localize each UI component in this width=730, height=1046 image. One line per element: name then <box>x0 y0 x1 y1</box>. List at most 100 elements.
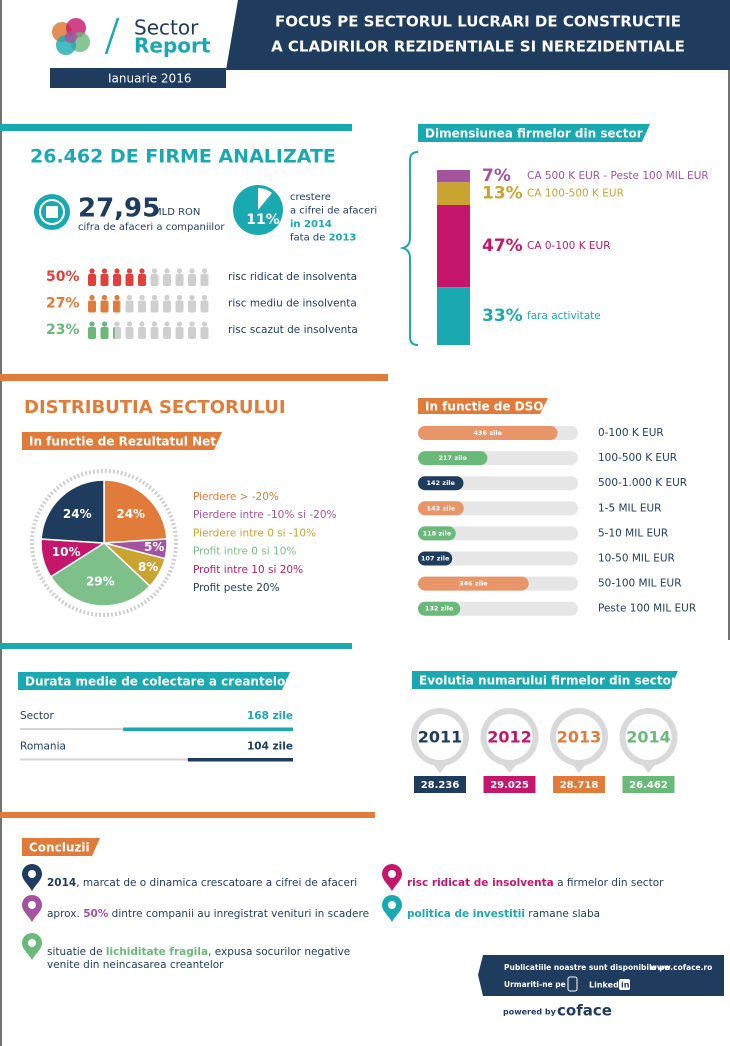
pie-label: 24% <box>63 507 92 521</box>
pie-label: 5% <box>144 540 164 554</box>
linkedin-icon[interactable] <box>619 979 630 990</box>
section-rule <box>0 643 352 649</box>
text-part: , expusa socurilor negative <box>208 946 350 958</box>
pin-hole <box>28 870 36 878</box>
dso-bar <box>418 476 464 491</box>
legend-label: Pierdere intre -10% si -20% <box>193 509 337 521</box>
value-box <box>414 776 466 793</box>
dso-bar <box>418 576 529 591</box>
rich-text: risc ridicat de insolventa a firmelor di… <box>407 877 664 889</box>
dso-value: 346 zile <box>459 580 488 588</box>
risk-icons <box>88 268 146 286</box>
pie-label: 29% <box>86 574 115 588</box>
linkedin-icon-text[interactable]: in <box>621 981 630 990</box>
risk-label: risc mediu de insolventa <box>228 298 357 310</box>
footer-text: Urmariti-ne pe <box>504 980 566 989</box>
collection-category: Romania <box>20 741 66 753</box>
size-label: CA 0-100 K EUR <box>527 240 611 252</box>
legend-label: Pierdere intre 0 si -10% <box>193 527 316 539</box>
logo-text: Report <box>134 34 211 58</box>
legend-label: Pierdere > -20% <box>193 491 279 503</box>
firm-count: 26.462 <box>629 780 668 791</box>
risk-label: risc scazut de insolventa <box>228 324 358 336</box>
dso-value: 118 zile <box>423 529 452 537</box>
pie-ring <box>30 469 178 617</box>
size-segment <box>437 287 470 345</box>
text-part: 2013 <box>329 233 357 244</box>
section-banner-title: Concluzii <box>29 841 90 855</box>
growth-value: 11% <box>246 212 280 228</box>
dso-bar <box>418 426 558 440</box>
value-box <box>553 776 605 793</box>
year-circle <box>625 714 672 760</box>
size-segment <box>437 182 470 205</box>
legend-label: Profit peste 20% <box>193 582 280 594</box>
footer-link[interactable]: www.coface.ro <box>650 963 712 972</box>
year-circle <box>486 714 533 760</box>
risk-label: risc ridicat de insolventa <box>228 271 357 283</box>
brace <box>399 151 419 346</box>
rich-text: fata de 2013 <box>290 233 356 244</box>
text-part: , marcat de o dinamica crescatoare a cif… <box>76 877 357 889</box>
footer-box <box>478 955 724 996</box>
growth-wedge <box>258 188 273 210</box>
year: 2014 <box>626 728 671 747</box>
title: A CLADIRILOR REZIDENTIALE SI NEREZIDENTI… <box>271 38 685 56</box>
size-value: 7% <box>482 166 511 186</box>
footer-linkedin[interactable]: Linked <box>589 981 619 990</box>
dso-value: 107 zile <box>421 555 450 563</box>
rich-text: a cifrei de afaceri <box>290 206 377 217</box>
section-banner <box>22 432 222 450</box>
pie-slice <box>40 479 105 544</box>
text-part: dintre companii au inregistrat venituri … <box>108 908 369 920</box>
date-bar <box>50 68 226 88</box>
dso-category: 50-100 MIL EUR <box>598 578 682 590</box>
text-part: crestere <box>290 192 331 203</box>
section-banner <box>412 671 678 689</box>
turnover-label: cifra de afaceri a companiilor <box>78 222 225 233</box>
facebook-icon[interactable] <box>567 976 578 992</box>
collection-bar <box>187 758 293 762</box>
size-label: fara activitate <box>527 310 601 322</box>
dso-category: 100-500 K EUR <box>598 452 677 464</box>
pie-label: 24% <box>116 507 145 521</box>
text-part: risc ridicat de insolventa <box>407 877 554 889</box>
dso-value: 436 zile <box>474 429 503 437</box>
text-part: a firmelor din sector <box>554 877 664 889</box>
risk-icons <box>88 321 115 339</box>
rich-text: 2014, marcat de o dinamica crescatoare a… <box>47 877 357 889</box>
dso-category: 10-50 MIL EUR <box>598 553 675 565</box>
text-part: 50% <box>83 908 109 920</box>
size-label: CA 500 K EUR - Peste 100 MIL EUR <box>527 170 709 182</box>
rich-text: in 2014 <box>290 219 332 230</box>
text-part: lichiditate fragila <box>106 946 208 958</box>
pie-label: 10% <box>52 545 81 559</box>
pie-slice <box>49 542 151 607</box>
rich-text: crestere <box>290 192 331 203</box>
section-title: DISTRIBUTIA SECTORULUI <box>24 397 286 418</box>
section-banner-title: In functie de Rezultatul Net <box>29 435 216 449</box>
turnover-value: 27,95 <box>78 194 160 224</box>
text-part: ramane slaba <box>525 908 600 920</box>
rich-text: situatie de lichiditate fragila, expusa … <box>47 946 350 958</box>
collection-value: 168 zile <box>247 710 293 722</box>
firm-count: 29.025 <box>490 780 529 791</box>
dso-value: 217 zile <box>438 454 467 462</box>
legend-label: Profit intre 10 si 20% <box>193 564 303 576</box>
collection-value: 104 zile <box>247 741 293 753</box>
value-box <box>483 776 536 793</box>
pie-slice <box>103 479 168 544</box>
rich-text: aprox. 50% dintre companii au inregistra… <box>47 908 369 920</box>
year: 2011 <box>418 728 463 747</box>
section-rule <box>0 374 388 381</box>
powered-by: powered by <box>503 1008 557 1017</box>
dso-track <box>418 551 578 566</box>
size-value: 13% <box>482 184 523 204</box>
section-banner-title: Evolutia numarului firmelor din sector <box>419 674 677 688</box>
value-box <box>622 776 675 793</box>
text-part: venite din neincasarea creantelor <box>47 959 224 971</box>
pin-hole <box>28 939 36 947</box>
dso-category: 0-100 K EUR <box>598 427 664 439</box>
collection-category: Sector <box>20 710 54 722</box>
text-part: aprox. <box>47 908 83 920</box>
